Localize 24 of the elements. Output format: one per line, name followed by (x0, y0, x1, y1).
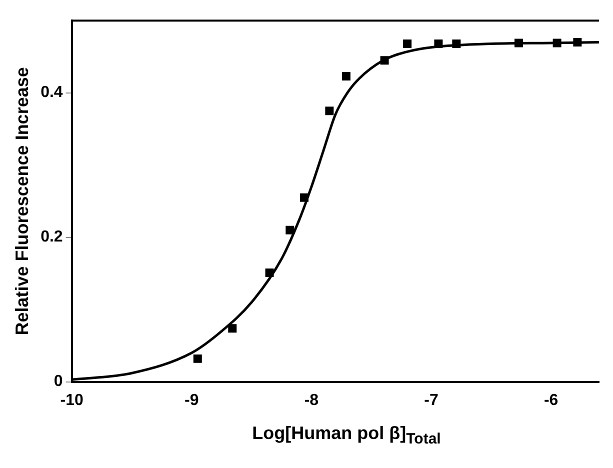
y-tick-label: 0 (54, 373, 63, 390)
point (300, 193, 309, 202)
y-axis-title: Relative Fluorescence Increase (12, 67, 32, 336)
point (342, 72, 350, 80)
point (452, 39, 461, 48)
point (228, 324, 237, 333)
x-tick-label: -7 (424, 392, 438, 409)
x-tick-label: -9 (184, 392, 199, 409)
point (193, 354, 202, 363)
y-tick-label: 0.2 (40, 228, 63, 246)
x-tick-label: -8 (304, 392, 319, 409)
point (286, 226, 294, 234)
point (380, 56, 389, 65)
point (403, 39, 412, 48)
x-tick-label: -6 (544, 392, 558, 409)
point (265, 268, 274, 277)
x-tick-label: -10 (60, 392, 84, 409)
x-axis-title: Log[Human pol β]$_{Total}$ (251, 423, 442, 448)
point (552, 38, 562, 48)
point (325, 106, 334, 116)
point (573, 38, 582, 47)
point (434, 39, 443, 48)
y-tick-label: 0.4 (40, 84, 63, 102)
point (514, 38, 523, 48)
